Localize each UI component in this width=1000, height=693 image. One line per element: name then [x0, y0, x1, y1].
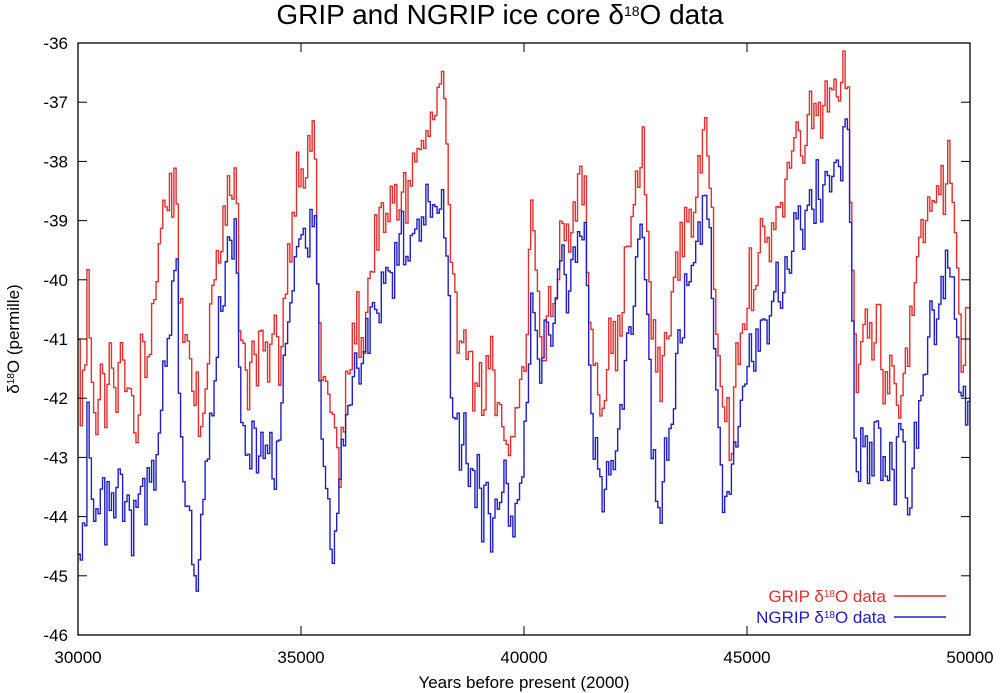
- x-tick-label: 50000: [946, 648, 993, 667]
- y-tick-label: -39: [43, 212, 68, 231]
- y-tick-label: -43: [43, 448, 68, 467]
- y-tick-label: -44: [43, 508, 68, 527]
- x-axis: 30000 35000 40000 45000 50000: [54, 43, 994, 667]
- x-axis-label: Years before present (2000): [418, 673, 629, 692]
- series-line-grip: [78, 50, 970, 488]
- legend-entry-grip: GRIP δ18O data: [768, 587, 946, 606]
- x-tick-label: 45000: [723, 648, 770, 667]
- y-tick-label: -46: [43, 626, 68, 645]
- y-axis: -46 -45 -44 -43 -42 -41 -40 -39 -38 -37 -36: [43, 34, 970, 645]
- chart-title: GRIP and NGRIP ice core δ18O data: [276, 0, 724, 30]
- y-tick-label: -45: [43, 567, 68, 586]
- series-line-ngrip: [78, 118, 970, 592]
- y-tick-label: -37: [43, 93, 68, 112]
- x-tick-label: 30000: [54, 648, 101, 667]
- legend: GRIP δ18O data NGRIP δ18O data: [756, 587, 946, 627]
- y-tick-label: -40: [43, 271, 68, 290]
- y-tick-label: -42: [43, 389, 68, 408]
- y-tick-label: -36: [43, 34, 68, 53]
- legend-entry-ngrip: NGRIP δ18O data: [756, 608, 946, 627]
- y-tick-label: -41: [43, 330, 68, 349]
- x-tick-label: 35000: [277, 648, 324, 667]
- legend-label-grip: GRIP δ18O data: [768, 587, 886, 606]
- legend-label-ngrip: NGRIP δ18O data: [756, 608, 886, 627]
- x-tick-label: 40000: [500, 648, 547, 667]
- series-layer: [78, 50, 970, 592]
- y-tick-label: -38: [43, 152, 68, 171]
- y-axis-label: δ18O (permille): [4, 284, 23, 393]
